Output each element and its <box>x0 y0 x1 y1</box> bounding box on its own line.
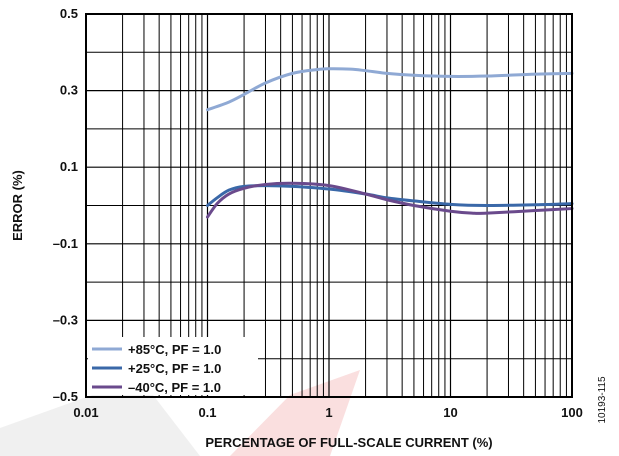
legend: +85°C, PF = 1.0 +25°C, PF = 1.0 –40°C, PF … <box>88 337 258 395</box>
y-tick-label: 0.3 <box>60 83 78 98</box>
legend-label-1: +85°C, PF = 1.0 <box>128 342 221 357</box>
series-layer <box>206 67 574 219</box>
x-tick-label: 0.1 <box>198 405 216 420</box>
y-tick-label: 0.1 <box>60 159 78 174</box>
legend-label-2: +25°C, PF = 1.0 <box>128 361 221 376</box>
y-tick-label: –0.5 <box>53 389 78 404</box>
y-tick-label: –0.1 <box>53 236 78 251</box>
x-tick-label: 100 <box>561 405 583 420</box>
x-axis-label: PERCENTAGE OF FULL-SCALE CURRENT (%) <box>205 435 492 450</box>
series-line-2 <box>206 184 574 208</box>
legend-label-3: –40°C, PF = 1.0 <box>128 380 221 395</box>
y-axis-label: ERROR (%) <box>10 170 25 241</box>
x-tick-label: 10 <box>443 405 457 420</box>
plot-frame <box>85 13 573 398</box>
x-tick-label: 1 <box>325 405 332 420</box>
figure-id: 10193-115 <box>597 376 608 424</box>
series-line-1 <box>206 67 574 112</box>
legend-box <box>88 337 258 395</box>
x-tick-label: 0.01 <box>73 405 98 420</box>
y-tick-label: 0.5 <box>60 6 78 21</box>
y-tick-labels: 0.5 0.3 0.1 –0.1 –0.3 –0.5 <box>53 6 78 404</box>
x-tick-labels: 0.01 0.1 1 10 100 <box>73 405 583 420</box>
series-line-3 <box>206 181 574 219</box>
y-tick-label: –0.3 <box>53 312 78 327</box>
